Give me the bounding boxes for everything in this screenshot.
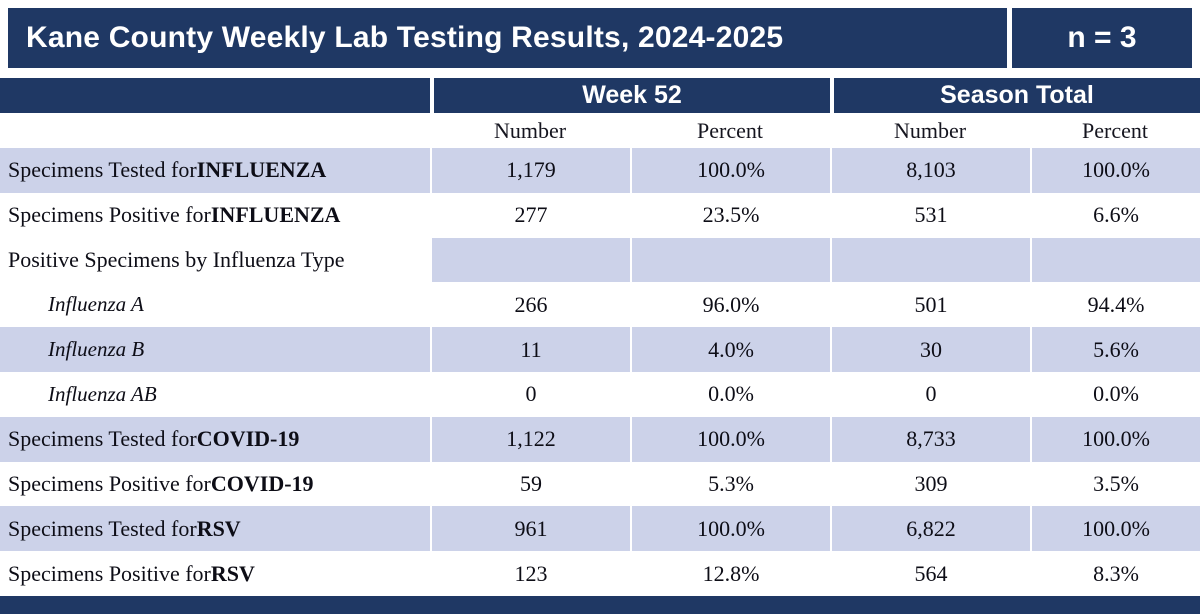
row-label: Specimens Tested for RSV bbox=[0, 506, 430, 552]
table-row: Influenza A 266 96.0% 501 94.4% bbox=[0, 282, 1200, 328]
value-cell: 309 bbox=[830, 461, 1030, 507]
row-label: Influenza A bbox=[0, 282, 430, 328]
row-label: Specimens Positive for INFLUENZA bbox=[0, 192, 430, 238]
value-cell: 266 bbox=[430, 282, 630, 328]
value-cell: 961 bbox=[430, 506, 630, 552]
value-cell: 59 bbox=[430, 461, 630, 507]
value-cell: 531 bbox=[830, 192, 1030, 238]
value-cell: 12.8% bbox=[630, 551, 830, 596]
value-cell bbox=[1030, 237, 1200, 283]
column-group-season-total: Season Total bbox=[830, 78, 1200, 113]
value-cell: 11 bbox=[430, 327, 630, 372]
sample-size-badge: n = 3 bbox=[1012, 8, 1192, 68]
value-cell: 5.6% bbox=[1030, 327, 1200, 372]
value-cell: 0 bbox=[830, 371, 1030, 417]
value-cell: 8,103 bbox=[830, 148, 1030, 193]
sub-header-row: Number Percent Number Percent bbox=[0, 113, 1200, 148]
page-title: Kane County Weekly Lab Testing Results, … bbox=[8, 8, 1007, 68]
value-cell: 4.0% bbox=[630, 327, 830, 372]
column-group-header-row: Week 52 Season Total bbox=[0, 78, 1200, 113]
value-cell bbox=[630, 237, 830, 283]
column-group-spacer bbox=[0, 78, 430, 113]
value-cell: 23.5% bbox=[630, 192, 830, 238]
table-row: Positive Specimens by Influenza Type bbox=[0, 237, 1200, 283]
value-cell: 0.0% bbox=[630, 371, 830, 417]
table-row: Specimens Tested for COVID-19 1,122 100.0%… bbox=[0, 416, 1200, 462]
value-cell: 1,179 bbox=[430, 148, 630, 193]
table-row: Specimens Positive for COVID-19 59 5.3% 309… bbox=[0, 461, 1200, 507]
table-row: Influenza B 11 4.0% 30 5.6% bbox=[0, 327, 1200, 372]
value-cell: 3.5% bbox=[1030, 461, 1200, 507]
value-cell: 6.6% bbox=[1030, 192, 1200, 238]
row-label: Influenza AB bbox=[0, 371, 430, 417]
column-header-week-number: Number bbox=[493, 117, 567, 143]
value-cell bbox=[830, 237, 1030, 283]
value-cell: 30 bbox=[830, 327, 1030, 372]
row-label: Specimens Positive for RSV bbox=[0, 551, 430, 596]
column-group-week52: Week 52 bbox=[430, 78, 830, 113]
value-cell: 100.0% bbox=[630, 416, 830, 462]
footer-bar bbox=[0, 596, 1200, 614]
row-label: Specimens Tested for INFLUENZA bbox=[0, 148, 430, 193]
value-cell: 100.0% bbox=[630, 506, 830, 552]
value-cell bbox=[430, 237, 630, 283]
value-cell: 0.0% bbox=[1030, 371, 1200, 417]
value-cell: 277 bbox=[430, 192, 630, 238]
value-cell: 123 bbox=[430, 551, 630, 596]
table-body: Specimens Tested for INFLUENZA 1,179 100.0… bbox=[0, 148, 1200, 596]
table-row: Specimens Tested for INFLUENZA 1,179 100.0… bbox=[0, 148, 1200, 193]
sub-header-spacer bbox=[0, 113, 430, 148]
row-label: Specimens Tested for COVID-19 bbox=[0, 416, 430, 462]
row-label: Specimens Positive for COVID-19 bbox=[0, 461, 430, 507]
lab-results-table: Week 52 Season Total Number Percent Numb… bbox=[0, 78, 1200, 596]
title-bar: Kane County Weekly Lab Testing Results, … bbox=[8, 8, 1192, 68]
table-row: Specimens Positive for RSV 123 12.8% 564 8.3… bbox=[0, 551, 1200, 596]
row-label: Positive Specimens by Influenza Type bbox=[0, 237, 430, 283]
table-row: Influenza AB 0 0.0% 0 0.0% bbox=[0, 371, 1200, 417]
row-label: Influenza B bbox=[0, 327, 430, 372]
value-cell: 8,733 bbox=[830, 416, 1030, 462]
value-cell: 0 bbox=[430, 371, 630, 417]
value-cell: 8.3% bbox=[1030, 551, 1200, 596]
value-cell: 5.3% bbox=[630, 461, 830, 507]
column-header-week-percent: Percent bbox=[697, 117, 763, 143]
value-cell: 564 bbox=[830, 551, 1030, 596]
value-cell: 6,822 bbox=[830, 506, 1030, 552]
value-cell: 100.0% bbox=[630, 148, 830, 193]
value-cell: 100.0% bbox=[1030, 506, 1200, 552]
column-header-season-percent: Percent bbox=[1082, 117, 1148, 143]
table-row: Specimens Tested for RSV 961 100.0% 6,822 10… bbox=[0, 506, 1200, 552]
table-row: Specimens Positive for INFLUENZA 277 23.5%… bbox=[0, 192, 1200, 238]
column-header-season-number: Number bbox=[893, 117, 967, 143]
value-cell: 94.4% bbox=[1030, 282, 1200, 328]
value-cell: 1,122 bbox=[430, 416, 630, 462]
value-cell: 100.0% bbox=[1030, 148, 1200, 193]
value-cell: 501 bbox=[830, 282, 1030, 328]
value-cell: 96.0% bbox=[630, 282, 830, 328]
value-cell: 100.0% bbox=[1030, 416, 1200, 462]
